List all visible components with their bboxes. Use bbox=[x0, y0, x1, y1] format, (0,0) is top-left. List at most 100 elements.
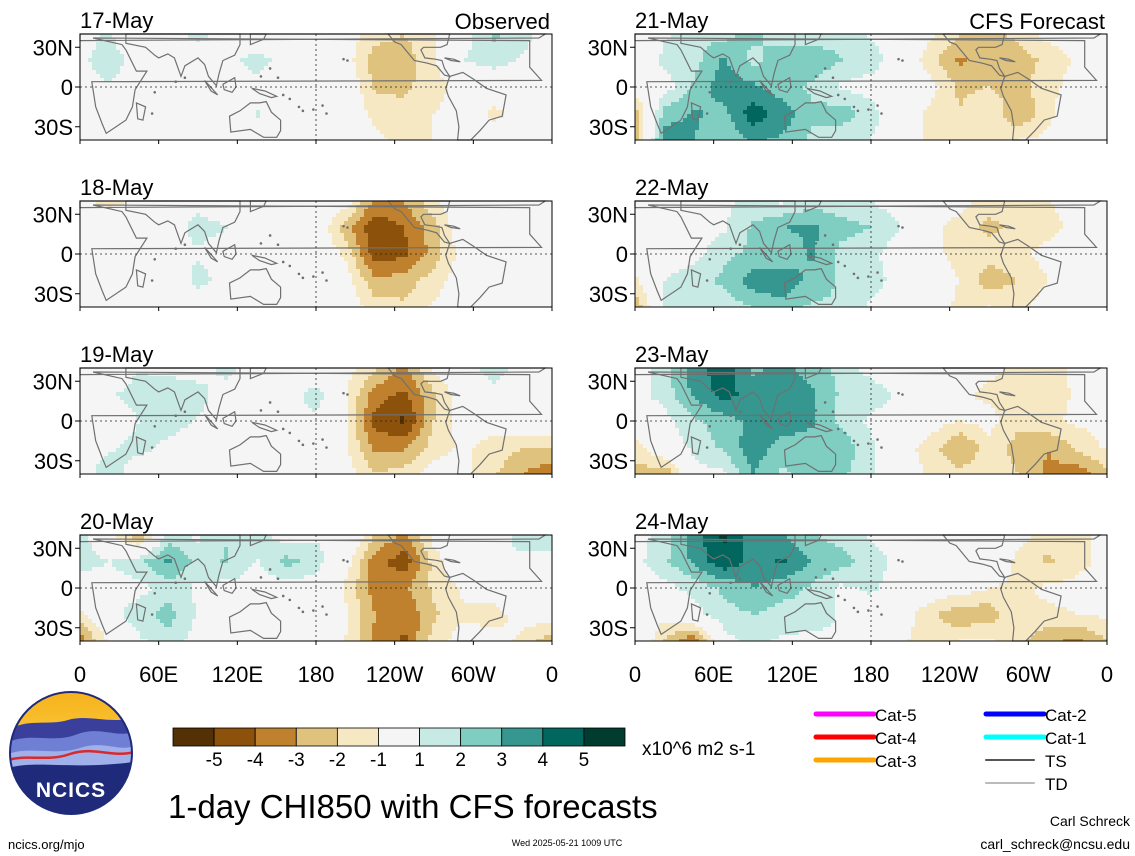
field-cell bbox=[368, 54, 372, 58]
field-cell bbox=[252, 62, 256, 66]
field-cell bbox=[540, 38, 544, 42]
field-cell bbox=[548, 54, 552, 58]
field-cell bbox=[80, 42, 84, 46]
field-cell bbox=[212, 50, 216, 54]
field-cell bbox=[308, 54, 312, 58]
field-cell bbox=[80, 54, 84, 58]
field-cell bbox=[96, 62, 100, 66]
field-cell bbox=[516, 50, 520, 54]
field-cell bbox=[312, 50, 316, 54]
field-cell bbox=[428, 42, 432, 46]
field-cell bbox=[464, 58, 468, 62]
field-cell bbox=[264, 54, 268, 58]
field-cell bbox=[100, 42, 104, 46]
field-cell bbox=[156, 62, 160, 66]
field-cell bbox=[144, 62, 148, 66]
field-cell bbox=[352, 58, 356, 62]
field-cell bbox=[188, 42, 192, 46]
field-cell bbox=[544, 50, 548, 54]
field-cell bbox=[180, 54, 184, 58]
field-cell bbox=[216, 46, 220, 50]
field-cell bbox=[376, 58, 380, 62]
field-cell bbox=[504, 54, 508, 58]
field-cell bbox=[440, 42, 444, 46]
field-cell bbox=[536, 50, 540, 54]
field-cell bbox=[460, 58, 464, 62]
field-cell bbox=[116, 50, 120, 54]
field-cell bbox=[132, 50, 136, 54]
field-cell bbox=[412, 50, 416, 54]
field-cell bbox=[136, 50, 140, 54]
field-cell bbox=[252, 50, 256, 54]
field-cell bbox=[412, 42, 416, 46]
field-cell bbox=[372, 54, 376, 58]
field-cell bbox=[96, 58, 100, 62]
field-cell bbox=[144, 42, 148, 46]
field-cell bbox=[304, 54, 308, 58]
field-cell bbox=[196, 42, 200, 46]
field-cell bbox=[308, 42, 312, 46]
field-cell bbox=[160, 50, 164, 54]
field-cell bbox=[312, 54, 316, 58]
field-cell bbox=[272, 46, 276, 50]
field-cell bbox=[164, 58, 168, 62]
field-cell bbox=[436, 50, 440, 54]
field-cell bbox=[224, 42, 228, 46]
field-cell bbox=[188, 46, 192, 50]
field-cell bbox=[376, 46, 380, 50]
field-cell bbox=[520, 50, 524, 54]
field-cell bbox=[192, 42, 196, 46]
field-cell bbox=[300, 38, 304, 42]
field-cell bbox=[148, 58, 152, 62]
field-cell bbox=[340, 46, 344, 50]
field-cell bbox=[372, 58, 376, 62]
field-cell bbox=[520, 58, 524, 62]
field-cell bbox=[176, 42, 180, 46]
field-cell bbox=[316, 38, 320, 42]
field-cell bbox=[516, 46, 520, 50]
field-cell bbox=[360, 54, 364, 58]
field-cell bbox=[464, 46, 468, 50]
field-cell bbox=[480, 50, 484, 54]
field-cell bbox=[532, 42, 536, 46]
field-cell bbox=[432, 54, 436, 58]
field-cell bbox=[256, 54, 260, 58]
map-panel: 30N030S17-May Observed bbox=[33, 8, 552, 144]
field-cell bbox=[508, 50, 512, 54]
field-cell bbox=[484, 50, 488, 54]
field-cell bbox=[388, 46, 392, 50]
field-cell bbox=[120, 62, 124, 66]
field-cell bbox=[172, 42, 176, 46]
field-cell bbox=[304, 46, 308, 50]
field-cell bbox=[424, 50, 428, 54]
field-cell bbox=[224, 46, 228, 50]
field-cell bbox=[84, 54, 88, 58]
field-cell bbox=[324, 42, 328, 46]
field-cell bbox=[300, 42, 304, 46]
field-cell bbox=[500, 46, 504, 50]
field-cell bbox=[472, 54, 476, 58]
field-cell bbox=[88, 58, 92, 62]
field-cell bbox=[400, 50, 404, 54]
field-cell bbox=[180, 46, 184, 50]
field-cell bbox=[96, 50, 100, 54]
field-cell bbox=[460, 50, 464, 54]
field-cell bbox=[416, 54, 420, 58]
field-cell bbox=[120, 54, 124, 58]
field-cell bbox=[544, 38, 548, 42]
field-cell bbox=[212, 42, 216, 46]
field-cell bbox=[532, 58, 536, 62]
field-cell bbox=[520, 42, 524, 46]
field-cell bbox=[524, 50, 528, 54]
field-cell bbox=[296, 54, 300, 58]
field-cell bbox=[84, 62, 88, 66]
field-cell bbox=[488, 58, 492, 62]
field-cell bbox=[288, 46, 292, 50]
field-cell bbox=[536, 54, 540, 58]
field-cell bbox=[280, 62, 284, 66]
field-cell bbox=[388, 58, 392, 62]
field-cell bbox=[516, 58, 520, 62]
field-cell bbox=[312, 42, 316, 46]
field-cell bbox=[280, 50, 284, 54]
field-cell bbox=[272, 54, 276, 58]
